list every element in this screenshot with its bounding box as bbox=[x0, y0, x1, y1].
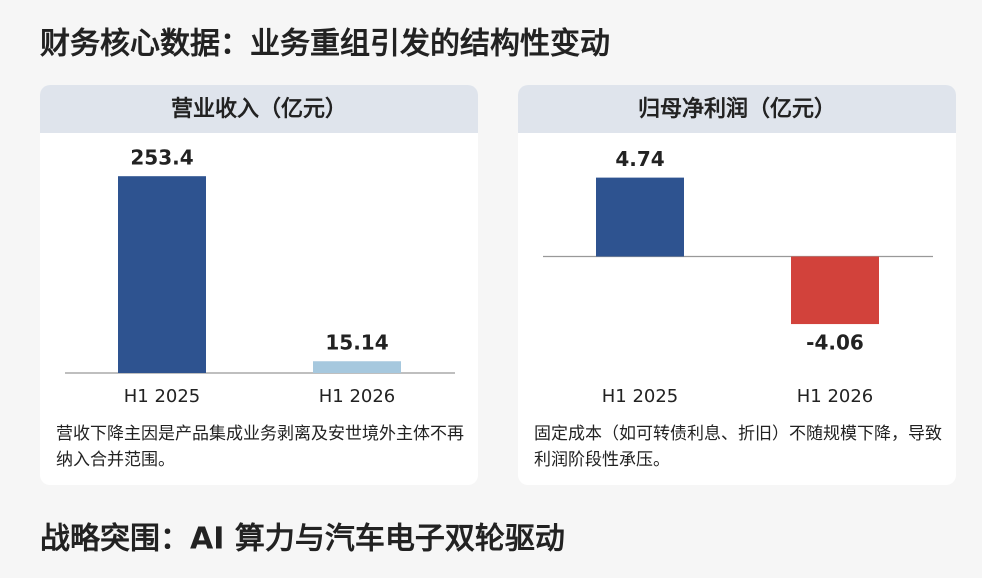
chart-title: 归母净利润（亿元） bbox=[638, 96, 836, 122]
note-box: 固定成本（如可转债利息、折旧）不随规模下降，导致利润阶段性承压。 bbox=[534, 424, 942, 470]
section-heading: 战略突围：AI 算力与汽车电子双轮驱动 bbox=[40, 522, 565, 557]
category-label: H1 2025 bbox=[602, 386, 679, 407]
category-label: H1 2026 bbox=[797, 386, 874, 407]
value-label: 253.4 bbox=[130, 146, 193, 170]
category-label: H1 2025 bbox=[124, 386, 201, 407]
value-label: 4.74 bbox=[615, 147, 664, 171]
chart-title: 营业收入（亿元） bbox=[171, 96, 347, 122]
panel-header bbox=[518, 85, 956, 133]
bar bbox=[118, 176, 206, 373]
panel-header bbox=[40, 85, 478, 133]
bar bbox=[313, 361, 401, 373]
page-title: 财务核心数据：业务重组引发的结构性变动 bbox=[40, 27, 610, 62]
bar bbox=[791, 256, 879, 325]
chart-note: 营收下降主因是产品集成业务剥离及安世境外主体不再纳入合并范围。 bbox=[56, 424, 464, 470]
bar bbox=[596, 177, 684, 257]
value-label: -4.06 bbox=[806, 331, 864, 355]
note-box: 营收下降主因是产品集成业务剥离及安世境外主体不再纳入合并范围。 bbox=[56, 424, 464, 470]
value-label: 15.14 bbox=[325, 331, 388, 355]
category-label: H1 2026 bbox=[319, 386, 396, 407]
chart-note: 固定成本（如可转债利息、折旧）不随规模下降，导致利润阶段性承压。 bbox=[534, 424, 942, 470]
